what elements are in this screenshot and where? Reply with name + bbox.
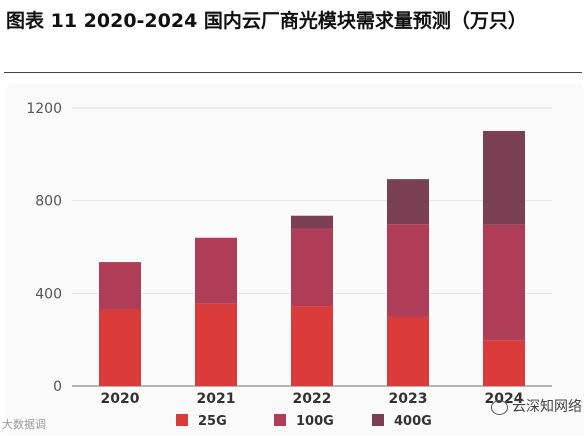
legend-swatch-100g — [274, 414, 286, 426]
x-tick-label: 2020 — [101, 391, 140, 407]
x-tick-label: 2022 — [293, 391, 332, 407]
bar-segment-400g-2023 — [387, 179, 429, 225]
chart-title: 图表 11 2020-2024 国内云厂商光模块需求量预测（万只） — [6, 10, 527, 32]
bar-segment-100g-2022 — [291, 228, 333, 307]
bar-segment-100g-2024 — [483, 224, 525, 341]
watermark-right: 云深知网络 — [491, 396, 582, 416]
bar-segment-25g-2022 — [291, 306, 333, 386]
bar-segment-100g-2023 — [387, 224, 429, 317]
bar-segment-400g-2022 — [291, 215, 333, 229]
bar-segment-400g-2024 — [483, 130, 525, 225]
legend-label-400g: 400G — [394, 414, 432, 429]
bar-segment-25g-2023 — [387, 316, 429, 386]
x-tick-label: 2023 — [389, 391, 428, 407]
bar-segment-25g-2024 — [483, 340, 525, 386]
bar-segment-25g-2021 — [195, 303, 237, 386]
legend-swatch-25g — [176, 414, 188, 426]
legend-label-100g: 100G — [296, 414, 334, 429]
y-tick-label: 400 — [35, 286, 62, 302]
y-tick-label: 0 — [53, 379, 62, 395]
bar-segment-100g-2020 — [99, 262, 141, 310]
legend-label-25g: 25G — [198, 414, 227, 429]
wechat-icon — [491, 399, 508, 415]
watermark-right-text: 云深知网络 — [512, 399, 582, 415]
x-tick-label: 2021 — [197, 391, 236, 407]
y-tick-label: 1200 — [26, 101, 62, 117]
watermark-left: 大数据调 — [2, 418, 46, 431]
bar-segment-100g-2021 — [195, 237, 237, 304]
title-divider — [4, 72, 582, 73]
bar-segment-25g-2020 — [99, 309, 141, 386]
y-tick-label: 800 — [35, 194, 62, 210]
legend-swatch-400g — [372, 414, 384, 426]
